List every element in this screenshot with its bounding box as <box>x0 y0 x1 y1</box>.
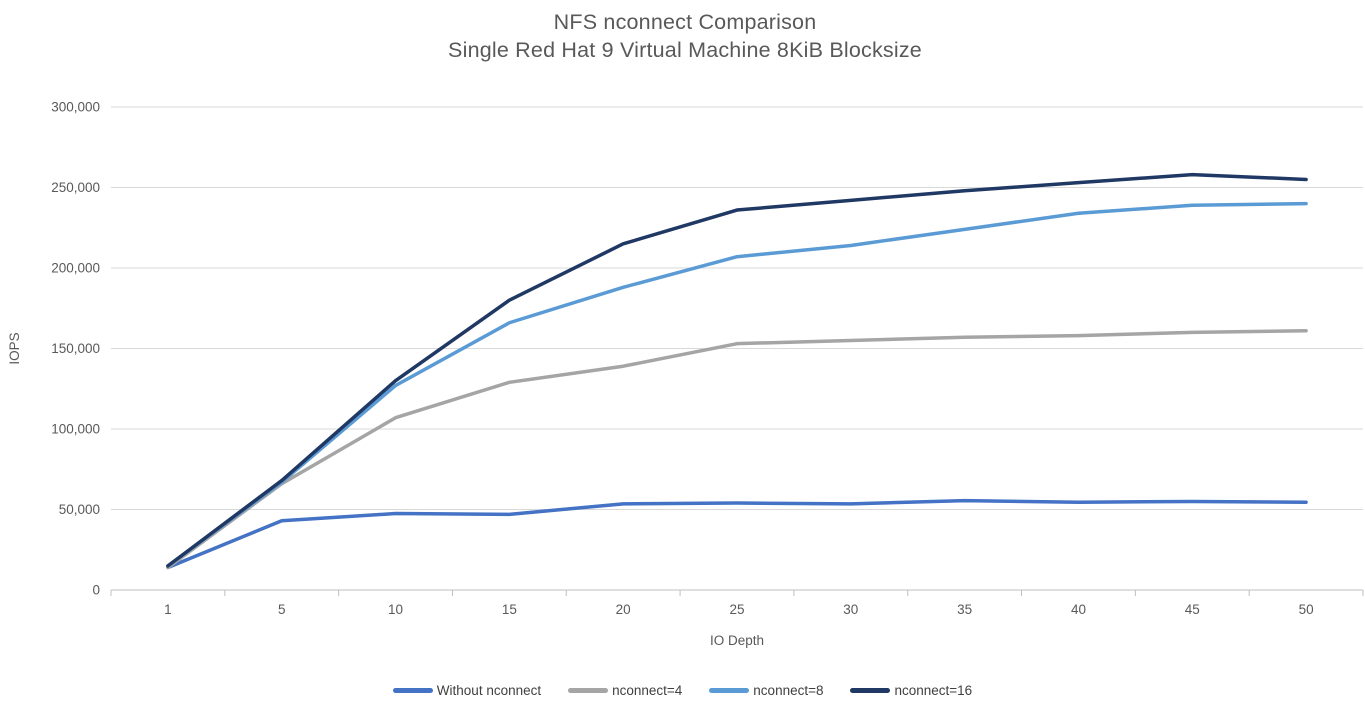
legend-item-nconnect-4: nconnect=4 <box>568 683 682 698</box>
x-tick-label: 45 <box>1185 602 1200 617</box>
y-tick-label: 50,000 <box>59 502 100 517</box>
x-tick-label: 25 <box>729 602 744 617</box>
legend-swatch-nconnect-4 <box>568 688 609 693</box>
series-line-without-nconnect <box>166 498 1308 570</box>
y-axis-title: IOPS <box>7 332 22 364</box>
legend-swatch-without-nconnect <box>392 688 433 693</box>
y-tick-label: 250,000 <box>51 180 100 195</box>
legend-label-nconnect-8: nconnect=8 <box>753 683 824 698</box>
legend-swatch-nconnect-16 <box>850 688 891 693</box>
legend-item-nconnect-16: nconnect=16 <box>850 683 972 698</box>
x-axis-title: IO Depth <box>710 633 764 648</box>
x-tick-label: 30 <box>843 602 858 617</box>
x-tick-label: 10 <box>388 602 403 617</box>
series-line-nconnect-4 <box>166 329 1308 570</box>
legend-item-nconnect-8: nconnect=8 <box>709 683 823 698</box>
x-tick-label: 40 <box>1071 602 1086 617</box>
chart-title: NFS nconnect Comparison Single Red Hat 9… <box>20 8 1350 64</box>
x-tick-label: 50 <box>1299 602 1314 617</box>
x-tick-label: 35 <box>957 602 972 617</box>
legend-label-without-nconnect: Without nconnect <box>436 683 542 698</box>
x-tick-label: 1 <box>164 602 172 617</box>
y-tick-label: 200,000 <box>51 261 100 276</box>
legend: Without nconnect nconnect=4 nconnect=8 n… <box>0 683 1365 698</box>
legend-item-without-nconnect: Without nconnect <box>392 683 542 698</box>
y-tick-label: 0 <box>92 583 100 598</box>
y-tick-label: 150,000 <box>51 341 100 356</box>
x-tick-label: 15 <box>502 602 517 617</box>
chart-title-line2: Single Red Hat 9 Virtual Machine 8KiB Bl… <box>448 38 922 62</box>
chart-title-line1: NFS nconnect Comparison <box>553 10 817 34</box>
y-tick-label: 100,000 <box>51 422 100 437</box>
x-tick-label: 20 <box>616 602 631 617</box>
legend-label-nconnect-16: nconnect=16 <box>894 683 973 698</box>
legend-label-nconnect-4: nconnect=4 <box>612 683 683 698</box>
series-line-nconnect-8 <box>166 201 1308 568</box>
series-line-nconnect-16 <box>166 172 1308 568</box>
x-tick-label: 5 <box>278 602 286 617</box>
legend-swatch-nconnect-8 <box>709 688 750 693</box>
y-tick-label: 300,000 <box>51 100 100 115</box>
